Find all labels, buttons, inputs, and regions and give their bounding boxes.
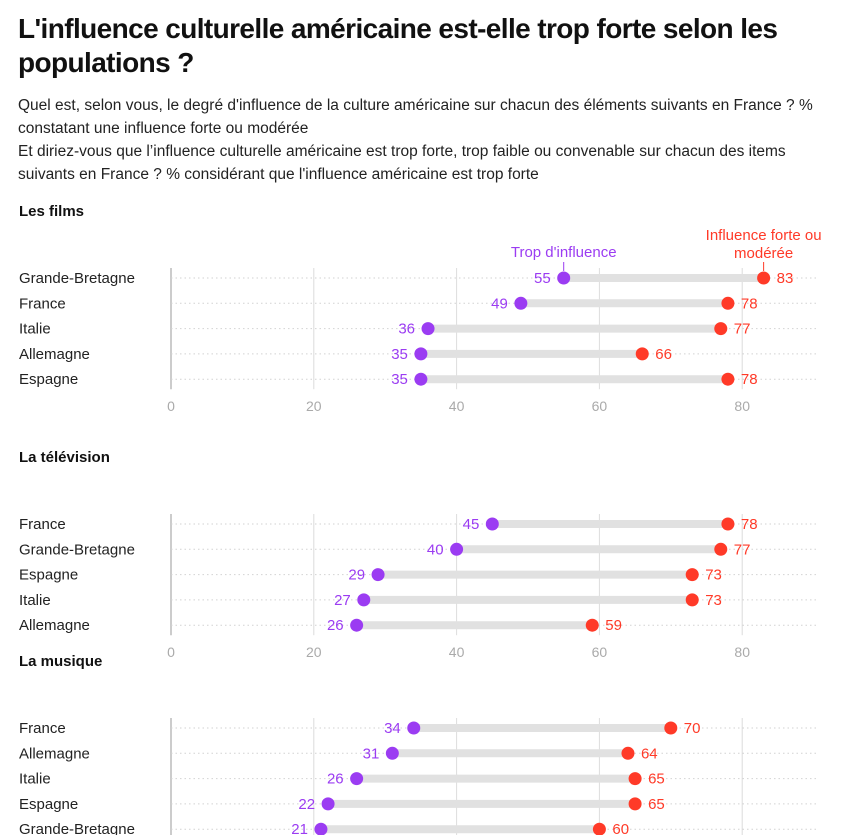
influence-forte-dot xyxy=(721,296,735,310)
trop-influence-dot xyxy=(371,568,385,582)
series-label-forte: Influence forte ou modérée xyxy=(706,227,822,262)
trop-influence-dot xyxy=(485,517,499,531)
trop-influence-value: 31 xyxy=(363,745,380,762)
subtitle-line-2: Et diriez-vous que l’influence culturell… xyxy=(18,143,786,183)
influence-forte-dot xyxy=(757,271,771,285)
trop-influence-dot xyxy=(514,296,528,310)
influence-forte-value: 65 xyxy=(648,796,665,813)
x-tick-label: 60 xyxy=(592,398,608,414)
influence-forte-dot xyxy=(721,372,735,386)
trop-influence-value: 45 xyxy=(463,516,480,533)
influence-forte-dot xyxy=(685,593,699,607)
trop-influence-value: 35 xyxy=(391,371,408,388)
category-label: Espagne xyxy=(19,796,78,813)
influence-forte-value: 77 xyxy=(734,321,751,338)
panel-title: La télévision xyxy=(19,449,110,466)
trop-influence-value: 35 xyxy=(391,346,408,363)
x-tick-label: 20 xyxy=(306,398,322,414)
influence-forte-value: 65 xyxy=(648,771,665,788)
panel-title: La musique xyxy=(19,653,102,670)
influence-forte-dot xyxy=(628,797,642,811)
series-label-trop: Trop d'influence xyxy=(511,244,617,261)
influence-forte-value: 70 xyxy=(684,720,701,737)
category-label: Espagne xyxy=(19,371,78,388)
influence-forte-value: 64 xyxy=(641,745,658,762)
influence-forte-dot xyxy=(714,322,728,336)
trop-influence-dot xyxy=(350,618,364,632)
trop-influence-value: 21 xyxy=(291,821,308,835)
x-tick-label: 80 xyxy=(734,398,750,414)
x-tick-label: 0 xyxy=(167,644,175,660)
trop-influence-value: 36 xyxy=(398,321,415,338)
category-label: Espagne xyxy=(19,567,78,584)
trop-influence-value: 26 xyxy=(327,771,344,788)
influence-forte-value: 60 xyxy=(612,821,629,835)
influence-forte-value: 66 xyxy=(655,346,672,363)
influence-forte-dot xyxy=(721,517,735,531)
x-tick-label: 40 xyxy=(449,644,465,660)
x-tick-label: 80 xyxy=(734,644,750,660)
trop-influence-value: 27 xyxy=(334,592,351,609)
category-label: Allemagne xyxy=(19,617,90,634)
category-label: France xyxy=(19,516,66,533)
chart-title: L'influence culturelle américaine est-el… xyxy=(18,13,778,78)
panel-title: Les films xyxy=(19,203,84,220)
influence-forte-value: 73 xyxy=(705,592,722,609)
influence-forte-value: 78 xyxy=(741,295,758,312)
trop-influence-dot xyxy=(407,721,421,735)
x-tick-label: 60 xyxy=(592,644,608,660)
trop-influence-dot xyxy=(314,822,328,835)
trop-influence-dot xyxy=(357,593,371,607)
trop-influence-value: 26 xyxy=(327,617,344,634)
influence-forte-dot xyxy=(714,542,728,556)
x-tick-label: 20 xyxy=(306,644,322,660)
trop-influence-dot xyxy=(450,542,464,556)
category-label: Grande-Bretagne xyxy=(19,821,135,835)
x-tick-label: 0 xyxy=(167,398,175,414)
influence-forte-dot xyxy=(635,347,649,361)
category-label: France xyxy=(19,720,66,737)
influence-forte-dot xyxy=(592,822,606,835)
influence-forte-value: 73 xyxy=(705,567,722,584)
trop-influence-dot xyxy=(321,797,335,811)
category-label: Italie xyxy=(19,771,51,788)
trop-influence-dot xyxy=(385,746,399,760)
trop-influence-value: 40 xyxy=(427,541,444,558)
trop-influence-dot xyxy=(414,347,428,361)
influence-forte-value: 77 xyxy=(734,541,751,558)
trop-influence-dot xyxy=(350,772,364,786)
category-label: Italie xyxy=(19,321,51,338)
influence-forte-value: 78 xyxy=(741,371,758,388)
category-label: France xyxy=(19,295,66,312)
trop-influence-value: 49 xyxy=(491,295,508,312)
trop-influence-value: 29 xyxy=(348,567,365,584)
trop-influence-value: 22 xyxy=(298,796,315,813)
influence-forte-dot xyxy=(664,721,678,735)
trop-influence-value: 55 xyxy=(534,270,551,287)
influence-forte-dot xyxy=(585,618,599,632)
trop-influence-dot xyxy=(557,271,571,285)
category-label: Grande-Bretagne xyxy=(19,541,135,558)
influence-forte-dot xyxy=(621,746,635,760)
subtitle-line-1: Quel est, selon vous, le degré d'influen… xyxy=(18,97,813,137)
influence-forte-value: 83 xyxy=(777,270,794,287)
trop-influence-dot xyxy=(421,322,435,336)
category-label: Grande-Bretagne xyxy=(19,270,135,287)
trop-influence-dot xyxy=(414,372,428,386)
influence-forte-value: 78 xyxy=(741,516,758,533)
category-label: Allemagne xyxy=(19,745,90,762)
category-label: Allemagne xyxy=(19,346,90,363)
trop-influence-value: 34 xyxy=(384,720,401,737)
influence-forte-value: 59 xyxy=(605,617,622,634)
category-label: Italie xyxy=(19,592,51,609)
influence-forte-dot xyxy=(628,772,642,786)
x-tick-label: 40 xyxy=(449,398,465,414)
influence-forte-dot xyxy=(685,568,699,582)
chart-subtitle: Quel est, selon vous, le degré d'influen… xyxy=(18,94,843,186)
